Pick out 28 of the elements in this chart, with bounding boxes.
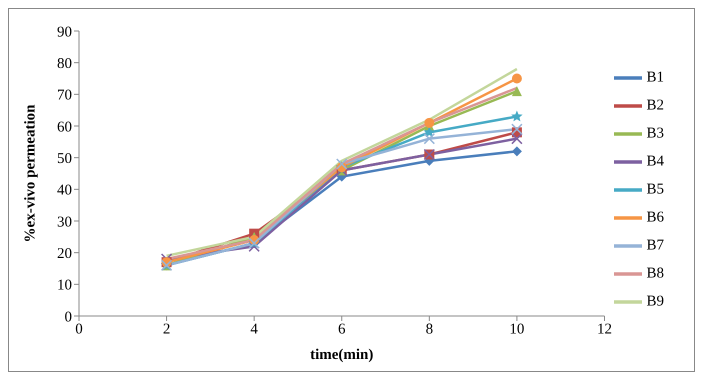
y-tick-label: 0 xyxy=(64,309,72,326)
legend-label: B1 xyxy=(646,69,664,86)
x-tick-label: 0 xyxy=(75,322,83,338)
y-tick-label: 80 xyxy=(57,56,72,72)
x-tick-label: 8 xyxy=(426,322,434,338)
y-tick-label: 20 xyxy=(57,246,72,262)
y-tick-label: 90 xyxy=(57,24,72,40)
y-tick-label: 30 xyxy=(57,214,72,230)
x-tick-label: 4 xyxy=(250,322,258,338)
x-tick-label: 12 xyxy=(596,322,612,338)
legend-label: B5 xyxy=(646,181,664,198)
x-axis-title: time(min) xyxy=(310,347,374,363)
y-tick-label: 10 xyxy=(57,278,72,294)
legend-label: B7 xyxy=(646,237,664,254)
legend-label: B8 xyxy=(646,265,664,282)
y-tick-label: 60 xyxy=(57,119,72,136)
y-tick-label: 40 xyxy=(57,182,72,199)
x-tick-label: 10 xyxy=(509,322,524,338)
legend-label: B2 xyxy=(646,97,664,114)
y-tick-label: 50 xyxy=(57,150,72,167)
x-tick-label: 2 xyxy=(162,322,170,338)
legend-label: B9 xyxy=(646,293,664,310)
y-tick-label: 70 xyxy=(57,88,72,104)
legend-label: B3 xyxy=(646,125,664,142)
legend-label: B4 xyxy=(646,153,664,170)
legend-label: B6 xyxy=(646,209,664,226)
x-tick-label: 6 xyxy=(338,322,346,338)
y-axis-title: %ex-vivo permeation xyxy=(22,104,38,242)
